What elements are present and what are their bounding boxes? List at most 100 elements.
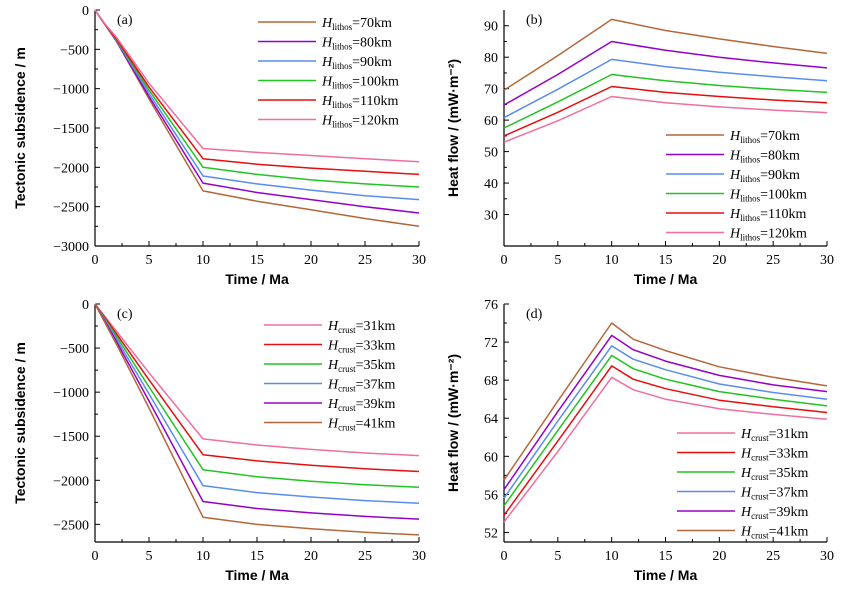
x-tick-label: 25 bbox=[358, 549, 372, 564]
series-line-3 bbox=[503, 58, 828, 119]
legend-entry-label: Hlithos=90km bbox=[321, 55, 392, 71]
y-tick-label: −2000 bbox=[53, 474, 89, 489]
legend-entry-label: Hlithos=120km bbox=[321, 114, 399, 130]
chart-panel-2: 0 5 10 15 20 25 30 30 40 50 60 70 80 90 Time / Ma Heat … bbox=[445, 10, 834, 287]
y-tick-label: 76 bbox=[484, 298, 498, 313]
panel-label: (c) bbox=[117, 307, 133, 322]
x-tick-label: 20 bbox=[712, 253, 726, 268]
legend-entry-label: Hcrust=37km bbox=[740, 486, 809, 502]
legend-entry-label: Hlithos=120km bbox=[729, 227, 807, 243]
legend-entry-label: Hcrust=37km bbox=[327, 378, 396, 394]
y-tick-label: −2000 bbox=[53, 161, 89, 176]
y-axis-label: Heat flow / (mW·m⁻²) bbox=[445, 354, 461, 492]
y-tick-label: 72 bbox=[484, 336, 498, 351]
legend-entry-label: Hcrust=41km bbox=[327, 417, 396, 433]
x-tick-label: 0 bbox=[92, 549, 99, 564]
y-tick-label: −500 bbox=[60, 342, 89, 357]
series-line-6 bbox=[94, 9, 420, 163]
series-line-5 bbox=[503, 334, 828, 491]
y-tick-label: 30 bbox=[484, 209, 498, 224]
y-tick-label: 56 bbox=[484, 488, 498, 503]
x-tick-label: 0 bbox=[501, 253, 508, 268]
legend-entry-label: Hcrust=39km bbox=[327, 397, 396, 413]
y-tick-label: 70 bbox=[484, 83, 498, 98]
x-tick-label: 10 bbox=[605, 253, 619, 268]
y-tick-label: 0 bbox=[82, 4, 89, 19]
legend-entry-label: Hcrust=35km bbox=[327, 358, 396, 374]
legend-entry-label: Hlithos=70km bbox=[321, 16, 392, 32]
legend-entry-label: Hlithos=80km bbox=[321, 36, 392, 52]
series-line-3 bbox=[503, 354, 828, 507]
x-tick-label: 20 bbox=[304, 549, 318, 564]
y-tick-label: −1500 bbox=[53, 430, 89, 445]
legend-entry-label: Hlithos=90km bbox=[729, 168, 800, 184]
x-tick-label: 15 bbox=[250, 253, 264, 268]
legend-entry-label: Hlithos=70km bbox=[729, 129, 800, 145]
x-tick-label: 20 bbox=[712, 549, 726, 564]
x-tick-label: 15 bbox=[659, 253, 673, 268]
chart-panel-4: 0 5 10 15 20 25 30 52 56 60 64 68 72 76 Time / Ma Heat … bbox=[445, 298, 834, 583]
y-axis-label: Tectonic subsidence / m bbox=[12, 47, 28, 209]
y-tick-label: 0 bbox=[82, 298, 89, 313]
x-axis-label: Time / Ma bbox=[225, 567, 289, 583]
y-tick-label: 90 bbox=[484, 20, 498, 35]
x-tick-label: 25 bbox=[766, 549, 780, 564]
y-tick-label: 40 bbox=[484, 177, 498, 192]
legend-entry-label: Hcrust=33km bbox=[740, 447, 809, 463]
series-line-4 bbox=[94, 303, 420, 504]
x-tick-label: 30 bbox=[412, 549, 426, 564]
series-line-1 bbox=[503, 18, 828, 91]
series-line-1 bbox=[503, 376, 828, 523]
y-tick-label: 52 bbox=[484, 526, 498, 541]
panel-label: (b) bbox=[526, 13, 543, 28]
x-tick-label: 10 bbox=[196, 253, 210, 268]
series-line-2 bbox=[503, 365, 828, 516]
y-tick-label: −1000 bbox=[53, 83, 89, 98]
legend-entry-label: Hcrust=31km bbox=[740, 427, 809, 443]
y-axis-label: Tectonic subsidence / m bbox=[12, 342, 28, 504]
legend-entry-label: Hcrust=31km bbox=[327, 319, 396, 335]
series-line-3 bbox=[94, 303, 420, 489]
series-line-4 bbox=[503, 73, 828, 129]
x-axis-label: Time / Ma bbox=[634, 567, 698, 583]
series-line-6 bbox=[94, 303, 420, 536]
y-axis-label: Heat flow / (mW·m⁻²) bbox=[445, 59, 461, 197]
x-tick-label: 25 bbox=[358, 253, 372, 268]
x-tick-label: 5 bbox=[554, 549, 561, 564]
legend-entry-label: Hcrust=35km bbox=[740, 466, 809, 482]
y-tick-label: −1500 bbox=[53, 122, 89, 137]
x-tick-label: 15 bbox=[250, 549, 264, 564]
x-tick-label: 0 bbox=[92, 253, 99, 268]
x-tick-label: 20 bbox=[304, 253, 318, 268]
legend-entry-label: Hlithos=100km bbox=[321, 75, 399, 91]
x-axis-label: Time / Ma bbox=[225, 271, 289, 287]
x-axis-label: Time / Ma bbox=[634, 271, 698, 287]
y-tick-label: 60 bbox=[484, 450, 498, 465]
y-tick-label: 80 bbox=[484, 51, 498, 66]
x-tick-label: 5 bbox=[146, 253, 153, 268]
y-tick-label: 68 bbox=[484, 374, 498, 389]
legend-entry-label: Hcrust=41km bbox=[740, 525, 809, 541]
y-tick-label: −3000 bbox=[53, 240, 89, 255]
y-tick-label: 64 bbox=[484, 412, 498, 427]
y-tick-label: 60 bbox=[484, 114, 498, 129]
series-line-2 bbox=[503, 40, 828, 106]
panel-label: (d) bbox=[526, 307, 543, 322]
x-tick-label: 25 bbox=[766, 253, 780, 268]
y-tick-label: −2500 bbox=[53, 518, 89, 533]
series-line-6 bbox=[503, 95, 828, 143]
series-line-2 bbox=[94, 303, 420, 473]
legend-entry-label: Hlithos=110km bbox=[729, 207, 807, 223]
series-line-6 bbox=[503, 322, 828, 481]
chart-panel-1: 0 5 10 15 20 25 30 0 −500 −1000 −1500 −2000 −2500 −30… bbox=[12, 4, 426, 287]
legend-entry-label: Hlithos=110km bbox=[321, 94, 399, 110]
panel-label: (a) bbox=[117, 13, 133, 28]
legend-entry-label: Hcrust=39km bbox=[740, 505, 809, 521]
y-tick-label: −2500 bbox=[53, 201, 89, 216]
y-tick-label: −500 bbox=[60, 43, 89, 58]
x-tick-label: 30 bbox=[820, 253, 834, 268]
series-line-1 bbox=[94, 303, 420, 457]
series-line-4 bbox=[503, 345, 828, 499]
y-tick-label: 50 bbox=[484, 146, 498, 161]
